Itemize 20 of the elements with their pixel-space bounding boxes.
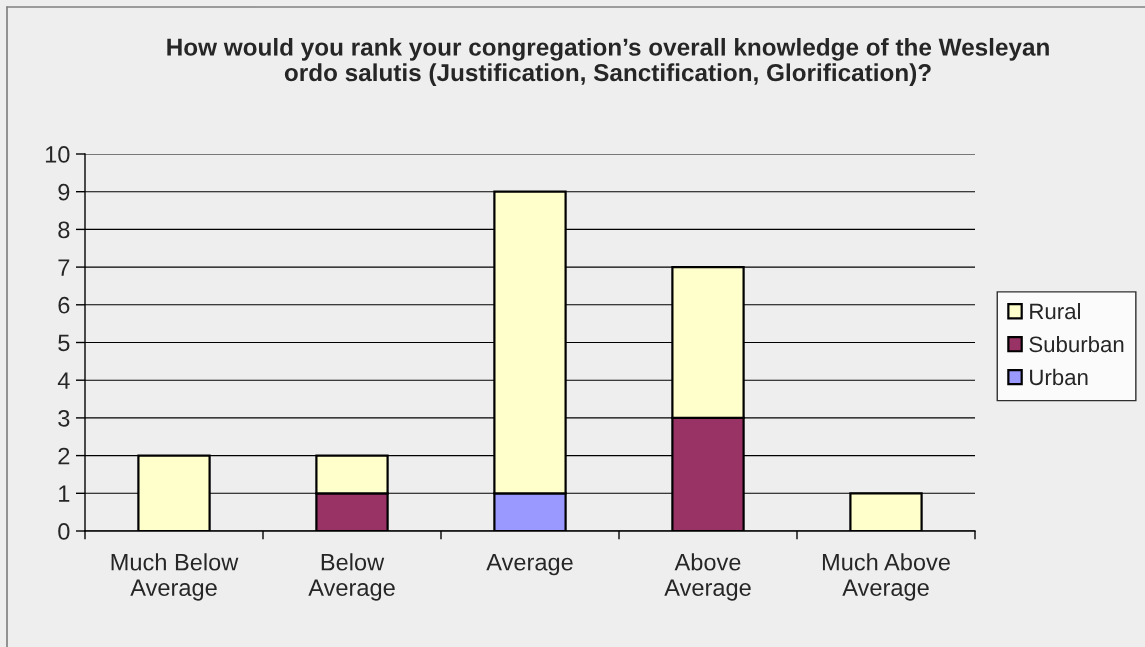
legend-label: Suburban (1029, 335, 1124, 353)
legend-label: Urban (1030, 368, 1088, 386)
y-tick-label: 5 (58, 334, 70, 352)
y-tick-label: 8 (58, 221, 70, 239)
x-tick-label: Above Average (664, 553, 751, 601)
y-tick-label: 0 (58, 523, 70, 540)
x-tick-label: Average (486, 554, 573, 576)
x-tick-label: Below Average (308, 553, 395, 601)
legend-label: Rural (1030, 302, 1080, 320)
y-tick-label: 9 (58, 183, 70, 201)
x-tick-label: Much Above Average (822, 553, 950, 601)
y-tick-label: 3 (58, 409, 70, 427)
y-tick-label: 2 (58, 447, 70, 465)
y-tick-label: 6 (58, 296, 70, 314)
y-tick-label: 1 (59, 485, 70, 502)
y-tick-label: 7 (58, 259, 70, 276)
y-tick-label: 4 (57, 372, 70, 389)
chart-title: How would you rank your congregation’s overall knowledge of the Wesleyan ordo salutis (Justification, Sanctification, Glorification)? (167, 37, 1049, 87)
x-tick-label: Much Below Average (111, 553, 239, 601)
y-tick-label: 10 (45, 146, 70, 163)
